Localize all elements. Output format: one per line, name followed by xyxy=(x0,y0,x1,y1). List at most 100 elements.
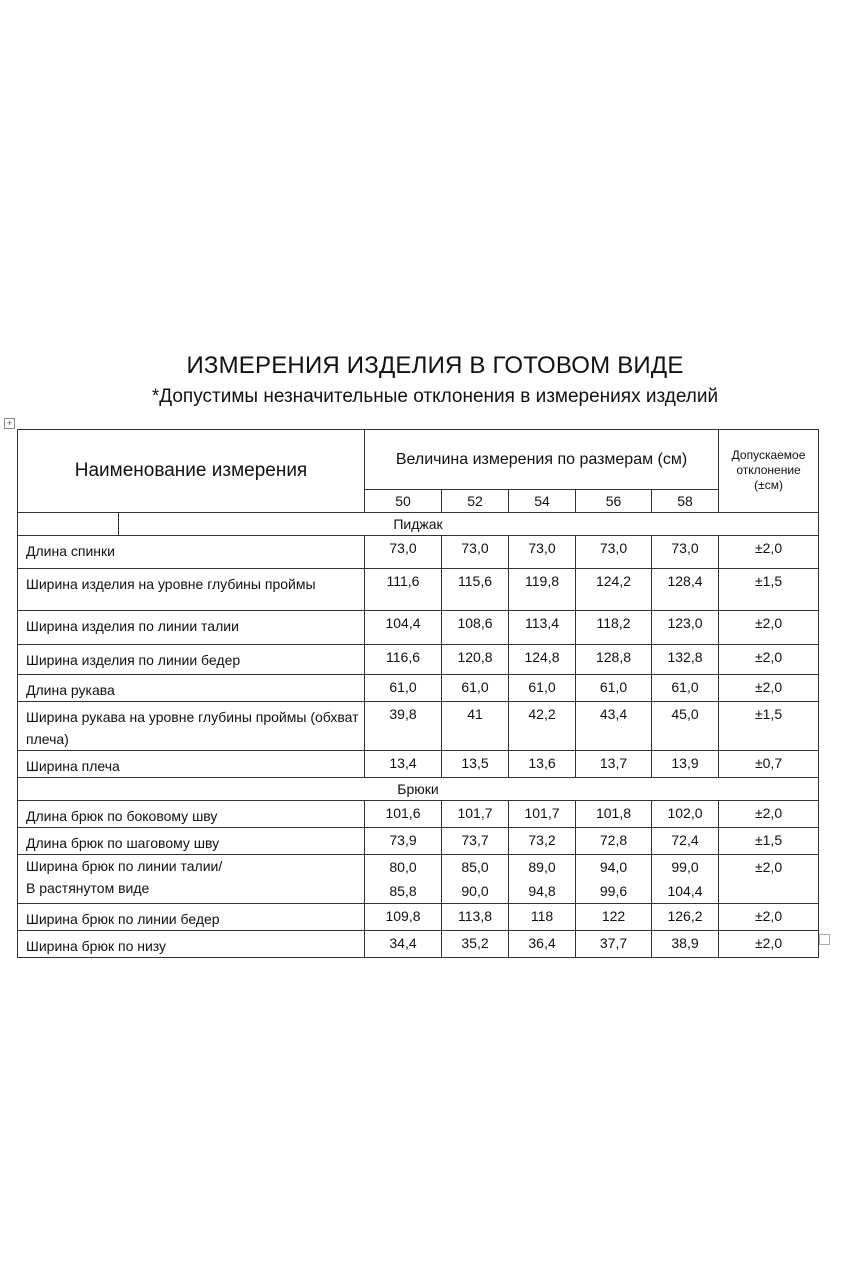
table-move-handle-icon[interactable]: + xyxy=(4,418,15,429)
value-cell: 108,6 xyxy=(441,610,509,645)
section-header: Брюки xyxy=(16,777,820,801)
value: 13,7 xyxy=(599,755,628,771)
value-cell: 13,7 xyxy=(575,750,652,778)
size-header-58: 58 xyxy=(650,489,720,513)
header-values: Величина измерения по размерам (см) xyxy=(363,429,720,490)
header-tolerance-line3: (±см) xyxy=(754,478,783,492)
value: 99,0 xyxy=(671,859,699,875)
value: 43,4 xyxy=(599,706,628,722)
value: 109,8 xyxy=(385,908,421,924)
measurement-name: Ширина плеча xyxy=(17,750,365,778)
value: 61,0 xyxy=(528,679,556,695)
measurement-name-text-2: В растянутом виде xyxy=(26,880,150,896)
value-cell: 73,0 xyxy=(650,535,720,569)
cell-divider xyxy=(118,513,119,535)
measurement-name: Ширина брюк по линии бедер xyxy=(17,903,365,931)
value-cell: 73,7 xyxy=(441,827,509,855)
value-cell: 41 xyxy=(441,701,509,751)
value: 73,9 xyxy=(389,832,417,848)
value: 34,4 xyxy=(389,935,417,951)
tolerance-cell: ±1,5 xyxy=(718,568,820,611)
size-header-54: 54 xyxy=(508,489,576,513)
value-cell: 123,0 xyxy=(650,610,720,645)
table-row: Ширина брюк по низу 34,4 35,2 36,4 37,7 38,9 ±… xyxy=(17,930,820,958)
table-row: Ширина рукава на уровне глубины проймы (… xyxy=(17,701,820,751)
value: 73,0 xyxy=(389,540,417,556)
measurement-name: Длина спинки xyxy=(17,535,365,569)
tolerance-cell: ±2,0 xyxy=(718,644,820,675)
value-cell: 61,0 xyxy=(364,674,442,702)
table-row: Ширина изделия на уровне глубины проймы 1… xyxy=(17,568,820,611)
tolerance-cell: ±2,0 xyxy=(718,674,820,702)
tolerance-cell: ±2,0 xyxy=(718,854,820,904)
value-cell: 126,2 xyxy=(650,903,720,931)
table-row: Ширина изделия по линии бедер 116,6 120,8 1… xyxy=(17,644,820,675)
value-cell: 72,8 xyxy=(575,827,652,855)
value-cell: 115,6 xyxy=(441,568,509,611)
value: 124,8 xyxy=(524,649,560,665)
header-tolerance-line2: отклонение xyxy=(736,463,801,477)
value-cell: 38,9 xyxy=(650,930,720,958)
measurement-name-text: Длина рукава xyxy=(26,682,115,698)
value: 72,4 xyxy=(671,832,699,848)
value-cell: 111,6 xyxy=(364,568,442,611)
measurement-name: Ширина изделия по линии бедер xyxy=(17,644,365,675)
value-cell: 85,0 90,0 xyxy=(441,854,509,904)
tolerance-cell: ±2,0 xyxy=(718,800,820,828)
value-cell: 73,0 xyxy=(441,535,509,569)
value-cell: 43,4 xyxy=(575,701,652,751)
value-cell: 72,4 xyxy=(650,827,720,855)
header-name: Наименование измерения xyxy=(17,429,365,513)
value-cell: 73,0 xyxy=(575,535,652,569)
value-cell: 61,0 xyxy=(575,674,652,702)
value: 72,8 xyxy=(599,832,628,848)
value-cell: 73,9 xyxy=(364,827,442,855)
value: 37,7 xyxy=(599,935,628,951)
value: 73,2 xyxy=(528,832,556,848)
document-subtitle: *Допустимы незначительные отклонения в и… xyxy=(151,386,719,407)
table-row: Ширина плеча 13,4 13,5 13,6 13,7 13,9 ±0,7 xyxy=(17,750,820,778)
size-header-52: 52 xyxy=(441,489,509,513)
measurement-name-text: Ширина брюк по низу xyxy=(26,938,167,954)
value-cell: 104,4 xyxy=(364,610,442,645)
document-title: ИЗМЕРЕНИЯ ИЗДЕЛИЯ В ГОТОВОМ ВИДЕ xyxy=(186,352,684,379)
value: 101,7 xyxy=(457,805,493,821)
measurement-name: Ширина изделия по линии талии xyxy=(17,610,365,645)
measurement-name-text: Ширина брюк по линии бедер xyxy=(26,911,220,927)
measurement-name: Ширина брюк по низу xyxy=(17,930,365,958)
value: 61,0 xyxy=(671,679,699,695)
tolerance-cell: ±1,5 xyxy=(718,827,820,855)
value-cell: 61,0 xyxy=(441,674,509,702)
value: 104,4 xyxy=(385,615,421,631)
value: 132,8 xyxy=(667,649,703,665)
value-cell: 61,0 xyxy=(508,674,576,702)
measurement-name: Длина брюк по шаговому шву xyxy=(17,827,365,855)
value-cell: 113,8 xyxy=(441,903,509,931)
measurement-name: Длина брюк по боковому шву xyxy=(17,800,365,828)
value: 38,9 xyxy=(671,935,699,951)
value-cell: 13,5 xyxy=(441,750,509,778)
measurement-name-text: Ширина изделия по линии бедер xyxy=(26,652,241,668)
section-title: Пиджак xyxy=(393,516,443,532)
value: 111,6 xyxy=(386,573,420,589)
value-cell: 80,0 85,8 xyxy=(364,854,442,904)
value: 128,8 xyxy=(595,649,632,665)
value-cell: 101,7 xyxy=(508,800,576,828)
value: 119,8 xyxy=(525,573,559,589)
value-cell: 120,8 xyxy=(441,644,509,675)
value: 13,9 xyxy=(671,755,699,771)
value: 113,8 xyxy=(458,908,492,924)
value: 73,0 xyxy=(461,540,489,556)
tolerance-cell: ±2,0 xyxy=(718,535,820,569)
value: 113,4 xyxy=(525,615,559,631)
size-header-50: 50 xyxy=(364,489,442,513)
value-cell: 124,8 xyxy=(508,644,576,675)
value: 120,8 xyxy=(457,649,493,665)
value: 118 xyxy=(530,908,554,924)
value-cell: 122 xyxy=(575,903,652,931)
value-cell: 13,6 xyxy=(508,750,576,778)
value-cell: 118 xyxy=(508,903,576,931)
value-cell: 61,0 xyxy=(650,674,720,702)
measurements-table: Наименование измерения Величина измерени… xyxy=(16,429,820,958)
value: 108,6 xyxy=(457,615,493,631)
